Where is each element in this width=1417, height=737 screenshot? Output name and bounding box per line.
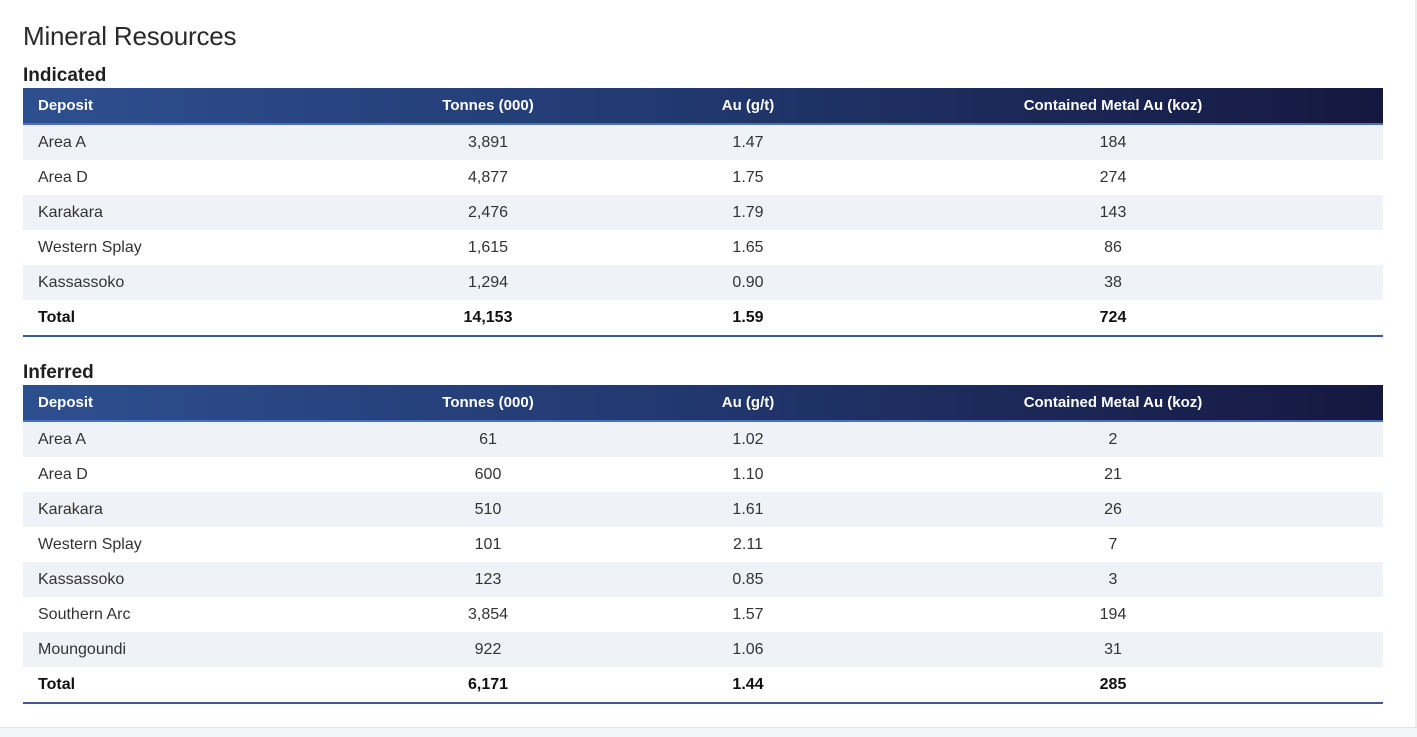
- cell-metal: 194: [843, 597, 1383, 632]
- cell-tonnes: 61: [323, 421, 653, 457]
- total-tonnes: 6,171: [323, 667, 653, 704]
- table-row: Western Splay 1,615 1.65 86: [23, 230, 1383, 265]
- indicated-heading: Indicated: [23, 65, 107, 86]
- column-header-au: Au (g/t): [653, 88, 843, 125]
- inferred-table: Deposit Tonnes (000) Au (g/t) Contained …: [23, 385, 1383, 704]
- cell-deposit: Kassassoko: [23, 265, 323, 300]
- total-au: 1.59: [653, 300, 843, 337]
- cell-au: 1.47: [653, 124, 843, 160]
- cell-au: 0.85: [653, 562, 843, 597]
- total-metal: 724: [843, 300, 1383, 337]
- cell-tonnes: 101: [323, 527, 653, 562]
- page-footer-band: [0, 727, 1417, 737]
- cell-metal: 7: [843, 527, 1383, 562]
- inferred-heading: Inferred: [23, 362, 94, 383]
- cell-tonnes: 510: [323, 492, 653, 527]
- table-row: Area A 3,891 1.47 184: [23, 124, 1383, 160]
- total-row: Total 6,171 1.44 285: [23, 667, 1383, 704]
- table-row: Western Splay 101 2.11 7: [23, 527, 1383, 562]
- cell-au: 1.06: [653, 632, 843, 667]
- total-metal: 285: [843, 667, 1383, 704]
- cell-metal: 2: [843, 421, 1383, 457]
- cell-au: 0.90: [653, 265, 843, 300]
- total-row: Total 14,153 1.59 724: [23, 300, 1383, 337]
- cell-deposit: Western Splay: [23, 527, 323, 562]
- cell-metal: 143: [843, 195, 1383, 230]
- cell-metal: 274: [843, 160, 1383, 195]
- table-header-row: Deposit Tonnes (000) Au (g/t) Contained …: [23, 385, 1383, 422]
- table-row: Area A 61 1.02 2: [23, 421, 1383, 457]
- page-title: Mineral Resources: [23, 21, 237, 52]
- indicated-table: Deposit Tonnes (000) Au (g/t) Contained …: [23, 88, 1383, 337]
- cell-metal: 26: [843, 492, 1383, 527]
- cell-tonnes: 1,294: [323, 265, 653, 300]
- cell-au: 2.11: [653, 527, 843, 562]
- cell-deposit: Moungoundi: [23, 632, 323, 667]
- total-tonnes: 14,153: [323, 300, 653, 337]
- cell-metal: 86: [843, 230, 1383, 265]
- column-header-metal: Contained Metal Au (koz): [843, 385, 1383, 422]
- cell-au: 1.61: [653, 492, 843, 527]
- cell-tonnes: 123: [323, 562, 653, 597]
- cell-au: 1.79: [653, 195, 843, 230]
- cell-tonnes: 2,476: [323, 195, 653, 230]
- table-row: Kassassoko 1,294 0.90 38: [23, 265, 1383, 300]
- cell-tonnes: 1,615: [323, 230, 653, 265]
- column-header-deposit: Deposit: [23, 385, 323, 422]
- cell-au: 1.02: [653, 421, 843, 457]
- cell-deposit: Area D: [23, 457, 323, 492]
- cell-tonnes: 3,854: [323, 597, 653, 632]
- table-row: Karakara 510 1.61 26: [23, 492, 1383, 527]
- table-row: Area D 600 1.10 21: [23, 457, 1383, 492]
- cell-au: 1.10: [653, 457, 843, 492]
- cell-au: 1.75: [653, 160, 843, 195]
- cell-deposit: Area A: [23, 124, 323, 160]
- cell-metal: 38: [843, 265, 1383, 300]
- cell-tonnes: 3,891: [323, 124, 653, 160]
- column-header-deposit: Deposit: [23, 88, 323, 125]
- page-scroll-edge: [1415, 0, 1417, 727]
- cell-deposit: Karakara: [23, 195, 323, 230]
- cell-deposit: Area D: [23, 160, 323, 195]
- inferred-section: Inferred Deposit Tonnes (000) Au (g/t) C…: [23, 360, 1383, 704]
- table-header-row: Deposit Tonnes (000) Au (g/t) Contained …: [23, 88, 1383, 125]
- cell-deposit: Western Splay: [23, 230, 323, 265]
- total-label: Total: [23, 300, 323, 337]
- table-row: Southern Arc 3,854 1.57 194: [23, 597, 1383, 632]
- cell-deposit: Southern Arc: [23, 597, 323, 632]
- total-au: 1.44: [653, 667, 843, 704]
- table-row: Area D 4,877 1.75 274: [23, 160, 1383, 195]
- cell-tonnes: 922: [323, 632, 653, 667]
- total-label: Total: [23, 667, 323, 704]
- cell-deposit: Area A: [23, 421, 323, 457]
- cell-tonnes: 600: [323, 457, 653, 492]
- cell-metal: 3: [843, 562, 1383, 597]
- cell-deposit: Karakara: [23, 492, 323, 527]
- cell-tonnes: 4,877: [323, 160, 653, 195]
- column-header-tonnes: Tonnes (000): [323, 385, 653, 422]
- indicated-section: Indicated Deposit Tonnes (000) Au (g/t) …: [23, 63, 1383, 337]
- cell-metal: 31: [843, 632, 1383, 667]
- column-header-metal: Contained Metal Au (koz): [843, 88, 1383, 125]
- table-row: Karakara 2,476 1.79 143: [23, 195, 1383, 230]
- cell-metal: 184: [843, 124, 1383, 160]
- column-header-tonnes: Tonnes (000): [323, 88, 653, 125]
- cell-metal: 21: [843, 457, 1383, 492]
- cell-au: 1.65: [653, 230, 843, 265]
- cell-au: 1.57: [653, 597, 843, 632]
- column-header-au: Au (g/t): [653, 385, 843, 422]
- cell-deposit: Kassassoko: [23, 562, 323, 597]
- table-row: Kassassoko 123 0.85 3: [23, 562, 1383, 597]
- table-row: Moungoundi 922 1.06 31: [23, 632, 1383, 667]
